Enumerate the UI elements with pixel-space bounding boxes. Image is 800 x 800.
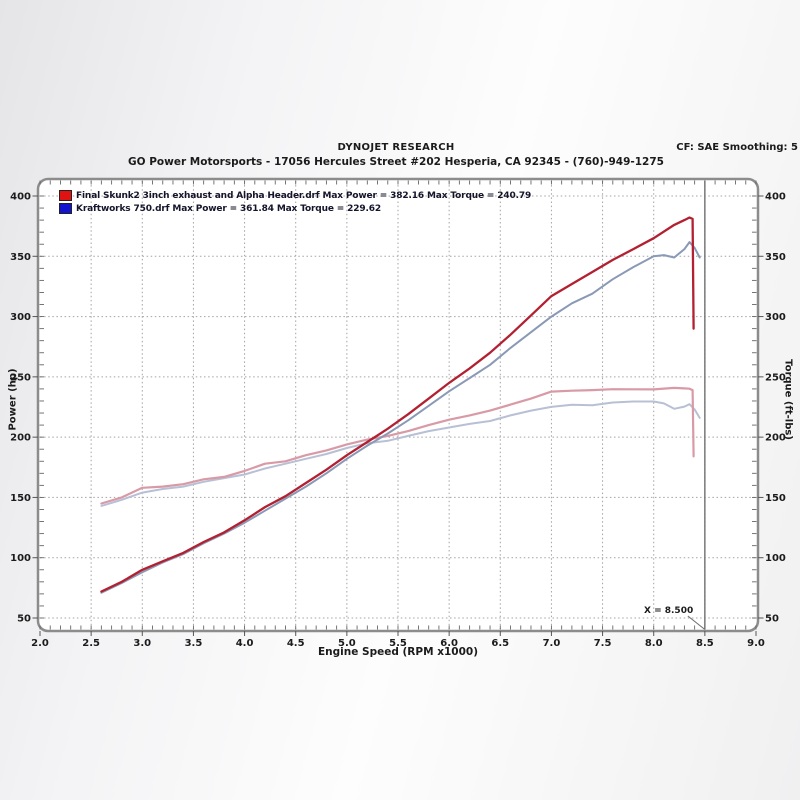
y-axis-tick-label: 100: [765, 553, 786, 564]
y-axis-tick-label: 350: [10, 252, 31, 263]
x-axis-tick-label: 4.5: [287, 638, 305, 649]
y-axis-tick-label: 50: [17, 614, 31, 625]
blue-series-swatch: [59, 203, 72, 214]
legend-item-kraftworks: Kraftworks 750.drf Max Power = 361.84 Ma…: [59, 202, 531, 215]
y-axis-tick-label: 200: [10, 433, 31, 444]
x-axis-tick-label: 6.5: [491, 638, 509, 649]
x-axis-tick-label: 4.0: [236, 638, 254, 649]
torque-kraftworks-750-curve: [100, 400, 701, 507]
y-axis-tick-label: 250: [10, 372, 31, 383]
x-axis-tick-label: 5.5: [389, 638, 407, 649]
y-axis-tick-label: 350: [765, 252, 786, 263]
power-axis-label: Power (hp): [7, 368, 19, 431]
x-axis-tick-label: 3.5: [185, 638, 203, 649]
x-axis-tick-label: 2.0: [31, 638, 49, 649]
y-axis-tick-label: 150: [765, 493, 786, 504]
x-axis-tick-label: 8.5: [696, 638, 714, 649]
cursor-leader-line: [687, 615, 706, 630]
y-axis-tick-label: 150: [10, 493, 31, 504]
torque-final-skunk2-curve: [100, 386, 695, 505]
legend-label: Kraftworks 750.drf Max Power = 361.84 Ma…: [76, 203, 382, 214]
x-axis-tick-label: 6.0: [440, 638, 458, 649]
y-axis-tick-label: 250: [765, 372, 786, 383]
y-axis-tick-label: 400: [10, 192, 31, 203]
x-axis-tick-label: 7.0: [543, 638, 561, 649]
legend-label: Final Skunk2 3inch exhaust and Alpha Hea…: [76, 190, 532, 201]
x-axis-tick-label: 8.0: [645, 638, 663, 649]
dyno-title: DYNOJET RESEARCH: [337, 142, 455, 153]
x-axis-tick-label: 9.0: [747, 638, 765, 649]
cf-smoothing-label: CF: SAE Smoothing: 5: [676, 142, 798, 153]
dyno-subtitle: GO Power Motorsports - 17056 Hercules St…: [128, 156, 664, 168]
y-axis-tick-label: 100: [10, 553, 31, 564]
y-axis-tick-label: 300: [10, 312, 31, 323]
x-axis-tick-label: 3.0: [133, 638, 151, 649]
y-axis-tick-label: 300: [765, 312, 786, 323]
x-axis-tick-label: 5.0: [338, 638, 356, 649]
x-axis-tick-label: 7.5: [594, 638, 612, 649]
engine-speed-axis-label: Engine Speed (RPM x1000): [318, 646, 478, 658]
torque-axis-label: Torque (ft-lbs): [782, 359, 794, 440]
cursor-x-readout: X = 8.500: [644, 606, 694, 616]
y-axis-tick-label: 200: [765, 433, 786, 444]
red-series-swatch: [59, 190, 72, 201]
x-axis-tick-label: 2.5: [82, 638, 100, 649]
legend: Final Skunk2 3inch exhaust and Alpha Hea…: [59, 189, 531, 215]
y-axis-tick-label: 400: [765, 192, 786, 203]
power-final-skunk2-curve: [100, 216, 695, 593]
legend-item-final-skunk2: Final Skunk2 3inch exhaust and Alpha Hea…: [59, 189, 531, 202]
y-axis-tick-label: 50: [765, 614, 779, 625]
